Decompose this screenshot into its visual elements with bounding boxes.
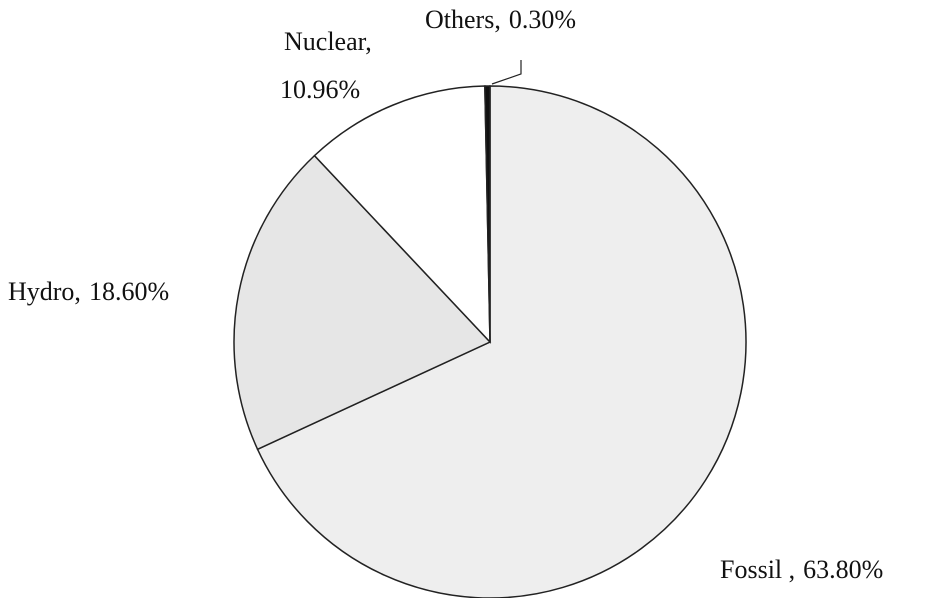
value-label: 63.80% (803, 555, 883, 584)
category-label: Others, (425, 5, 501, 34)
slice-label: Fossil , 63.80% (720, 555, 883, 584)
leader-line (491, 60, 522, 85)
value-label: 10.96% (280, 75, 360, 104)
pie-slice (313, 85, 491, 344)
slice-label: Nuclear, 10.96% (280, 27, 372, 104)
category-label: Hydro, (8, 277, 81, 306)
pie-slice (484, 85, 491, 343)
pie-slice (256, 85, 747, 598)
category-label: Nuclear, (284, 27, 372, 56)
value-label: 18.60% (89, 277, 169, 306)
category-label: Fossil , (720, 555, 795, 584)
slice-label: Others, 0.30% (425, 5, 576, 34)
slice-label: Hydro, 18.60% (8, 277, 169, 306)
value-label: 0.30% (509, 5, 576, 34)
pie-slice (233, 154, 492, 451)
